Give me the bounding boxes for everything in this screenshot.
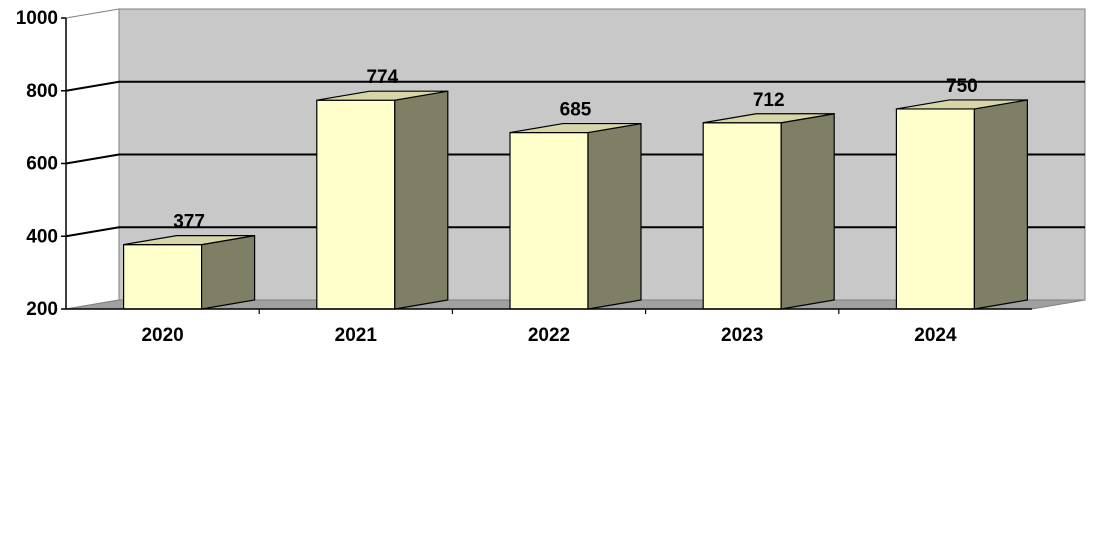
x-tick-label: 2022 xyxy=(528,325,570,346)
y-tick-label: 800 xyxy=(26,81,58,102)
bar-front-face xyxy=(316,99,396,310)
bar-front-face xyxy=(702,122,782,310)
bar-2021 xyxy=(316,90,449,310)
x-tick-label: 2023 xyxy=(721,325,763,346)
bar-front-face xyxy=(895,108,976,310)
y-axis-ticks: 200 400 600 800 1000 xyxy=(16,8,58,320)
y-tick-label: 600 xyxy=(26,154,58,175)
x-tick-label: 2020 xyxy=(141,325,183,346)
data-label: 750 xyxy=(946,76,978,97)
y-tick-label: 1000 xyxy=(16,8,58,29)
bar-side-face xyxy=(780,113,835,310)
bar-top-face xyxy=(123,235,255,246)
y-tick-label: 200 xyxy=(26,299,58,320)
bars xyxy=(122,90,1029,310)
gridline-side xyxy=(65,80,120,92)
bar-front-face xyxy=(122,244,203,310)
data-label: 685 xyxy=(560,100,592,121)
bar-2024 xyxy=(895,99,1029,310)
x-axis-labels: 2020 2021 2022 2023 2024 xyxy=(141,325,957,346)
gridline-side xyxy=(65,153,120,165)
bar-top-face xyxy=(509,122,642,134)
y-tick-label: 400 xyxy=(26,226,58,247)
bar-side-face xyxy=(201,234,256,310)
bar-front-face xyxy=(509,131,589,310)
bar-side-face xyxy=(587,122,642,310)
bar-top-face xyxy=(316,90,448,101)
bar-top-face xyxy=(896,99,1028,110)
data-label: 774 xyxy=(366,67,398,88)
x-tick-label: 2021 xyxy=(335,325,378,346)
bar-side-face xyxy=(973,99,1029,310)
bar-2020 xyxy=(122,234,256,310)
gridline-side xyxy=(65,226,120,238)
data-label: 377 xyxy=(173,212,205,233)
data-label: 712 xyxy=(753,90,785,111)
bar-2022 xyxy=(509,122,642,310)
axes xyxy=(61,17,1032,314)
x-tick-label: 2024 xyxy=(914,325,957,346)
bar-2023 xyxy=(702,113,835,310)
data-labels: 377 774 685 712 750 xyxy=(173,67,978,232)
bar-top-face xyxy=(703,113,835,124)
bar-side-face xyxy=(394,90,449,310)
